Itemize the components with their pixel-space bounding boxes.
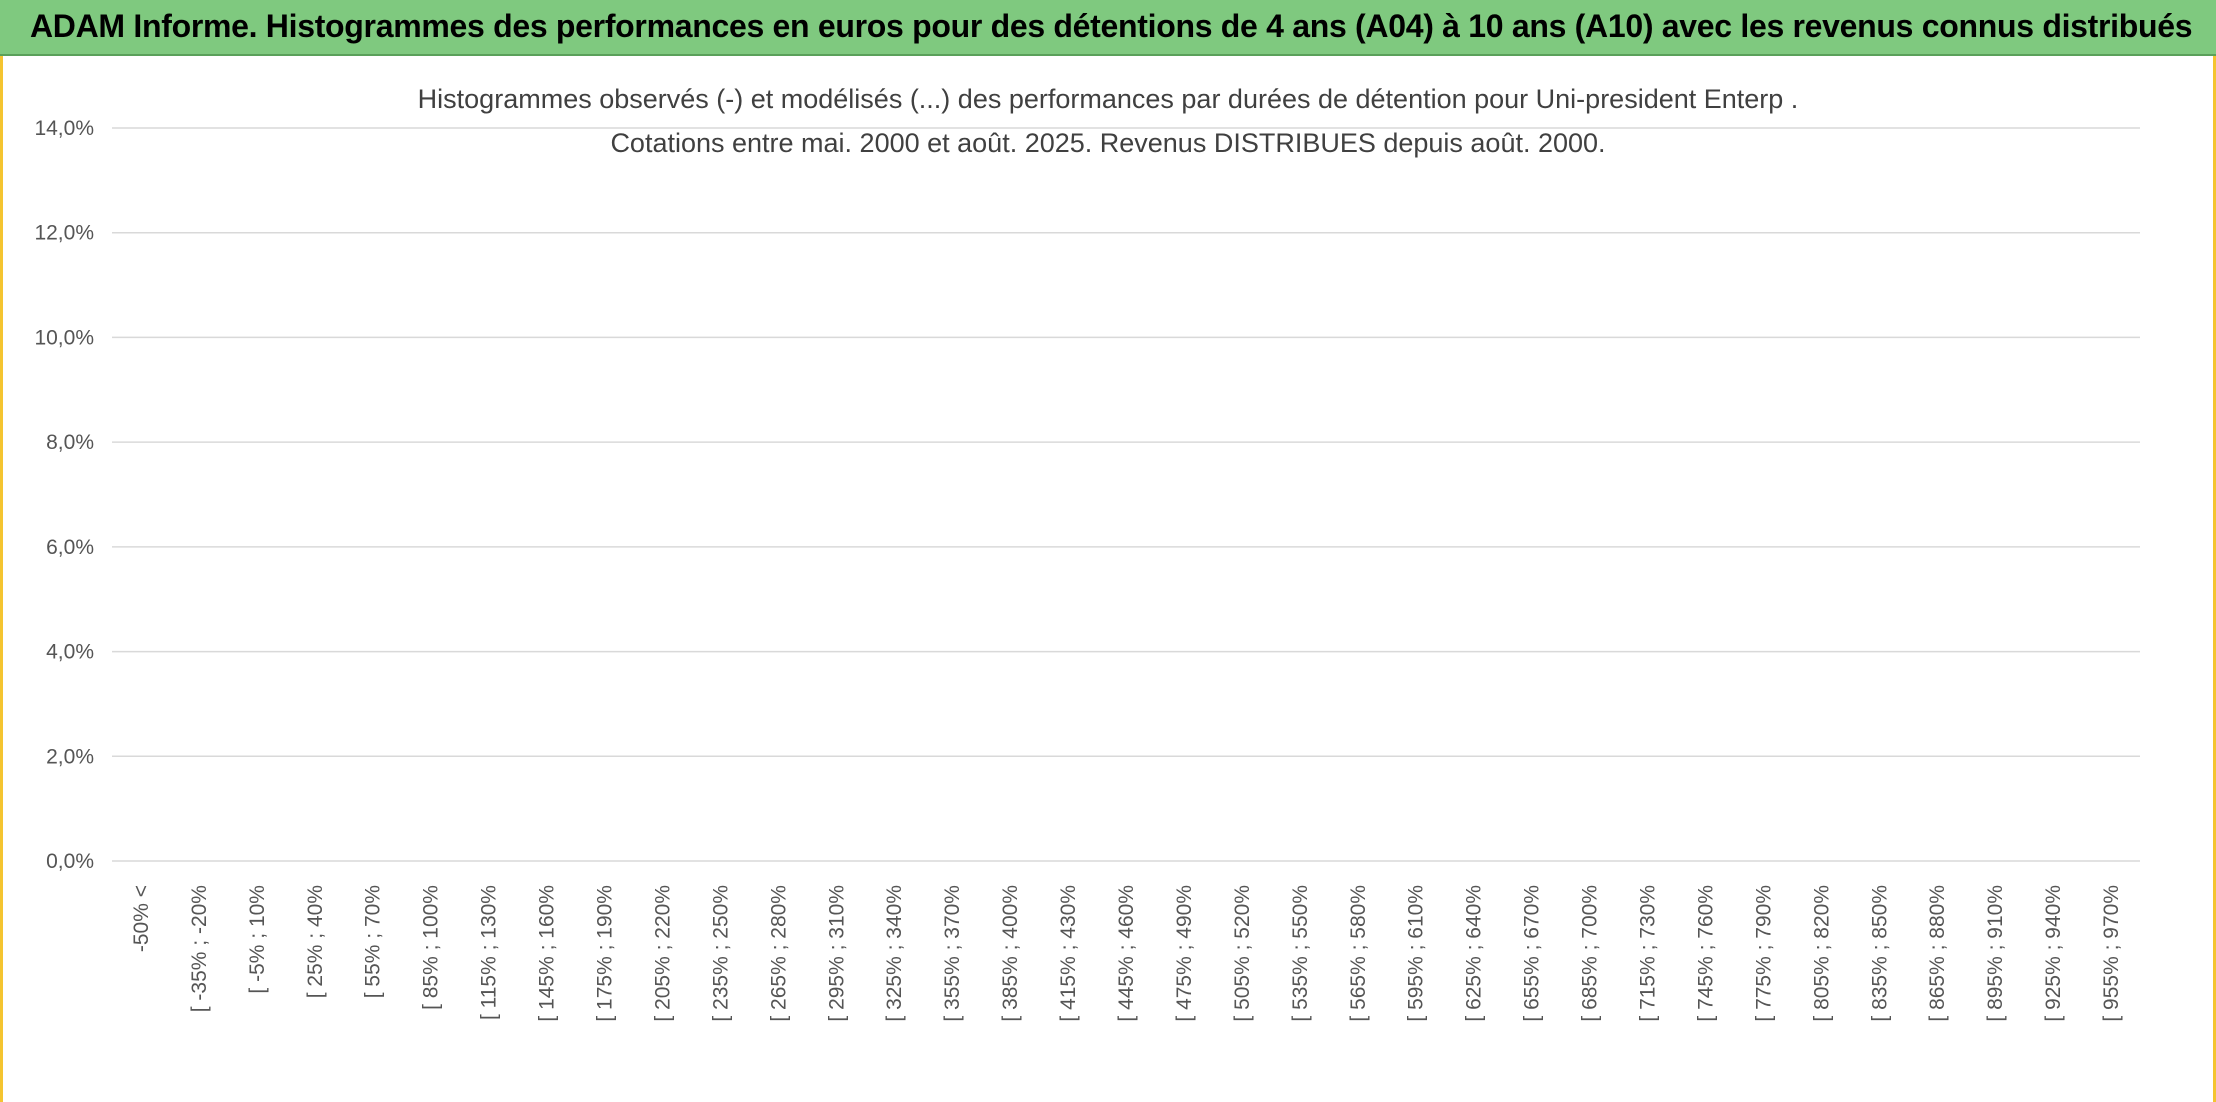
x-tick-label: [ 715% ; 730% <box>1636 885 1659 1022</box>
y-tick-label: 12,0% <box>34 222 94 245</box>
x-tick-label: [ 325% ; 340% <box>883 885 906 1022</box>
grid <box>112 127 2140 862</box>
x-tick-label: [ 685% ; 700% <box>1579 885 1602 1022</box>
x-tick-label: [ 145% ; 160% <box>536 885 559 1022</box>
report-title: ADAM Informe. Histogrammes des performan… <box>30 8 2193 44</box>
x-tick-label: [ 745% ; 760% <box>1694 885 1717 1022</box>
y-tick-label: 6,0% <box>46 536 94 559</box>
chart-subtitle: Cotations entre mai. 2000 et août. 2025.… <box>610 128 1605 158</box>
x-tick-label: [ 235% ; 250% <box>709 885 732 1022</box>
x-tick-label: [ 445% ; 460% <box>1115 885 1138 1022</box>
y-tick-label: 14,0% <box>34 117 94 140</box>
x-tick-label: [ 955% ; 970% <box>2100 885 2123 1022</box>
y-tick-label: 4,0% <box>46 641 94 664</box>
x-axis-labels: -50% < [ -35% ; -20% [ -5% ; 10% [ 25% ; 40… <box>130 885 2123 1022</box>
x-tick-label: [ 775% ; 790% <box>1752 885 1775 1022</box>
x-tick-label: -50% < <box>130 885 153 952</box>
x-tick-label: [ 475% ; 490% <box>1173 885 1196 1022</box>
x-tick-label: [ 625% ; 640% <box>1463 885 1486 1022</box>
x-tick-label: [ 835% ; 850% <box>1868 885 1891 1022</box>
x-tick-label: [ 115% ; 130% <box>478 885 501 1020</box>
y-tick-label: 2,0% <box>46 745 94 768</box>
x-tick-label: [ 655% ; 670% <box>1521 885 1544 1022</box>
x-tick-label: [ 505% ; 520% <box>1231 885 1254 1022</box>
x-tick-label: [ 85% ; 100% <box>420 885 443 1010</box>
x-tick-label: [ 25% ; 40% <box>304 885 327 998</box>
x-tick-label: [ 55% ; 70% <box>362 885 385 998</box>
x-tick-label: [ 535% ; 550% <box>1289 885 1312 1022</box>
report-banner: ADAM Informe. Histogrammes des performan… <box>0 0 2216 56</box>
y-axis-labels: 0,0% 2,0% 4,0% 6,0% 8,0% 10,0% 12,0% 14,0% <box>34 117 94 873</box>
x-tick-label: [ 385% ; 400% <box>999 885 1022 1022</box>
x-tick-label: [ 565% ; 580% <box>1347 885 1370 1022</box>
histogram-chart: 0,0% 2,0% 4,0% 6,0% 8,0% 10,0% 12,0% 14,0% -50%… <box>34 84 2140 1022</box>
x-tick-label: [ 295% ; 310% <box>825 885 848 1022</box>
x-tick-label: [ -35% ; -20% <box>188 885 211 1012</box>
x-tick-label: [ 175% ; 190% <box>594 885 617 1022</box>
x-tick-label: [ 355% ; 370% <box>941 885 964 1022</box>
x-tick-label: [ -5% ; 10% <box>246 885 269 994</box>
chart-title: Histogrammes observés (-) et modélisés (… <box>418 84 1799 114</box>
x-tick-label: [ 205% ; 220% <box>651 885 674 1022</box>
x-tick-label: [ 925% ; 940% <box>2042 885 2065 1022</box>
x-tick-label: [ 595% ; 610% <box>1405 885 1428 1022</box>
x-tick-label: [ 265% ; 280% <box>767 885 790 1022</box>
y-tick-label: 8,0% <box>46 431 94 454</box>
y-tick-label: 0,0% <box>46 850 94 873</box>
y-tick-label: 10,0% <box>34 326 94 349</box>
x-tick-label: [ 895% ; 910% <box>1984 885 2007 1022</box>
x-tick-label: [ 865% ; 880% <box>1926 885 1949 1022</box>
chart-frame <box>0 56 2216 1102</box>
x-tick-label: [ 415% ; 430% <box>1057 885 1080 1022</box>
x-tick-label: [ 805% ; 820% <box>1810 885 1833 1022</box>
